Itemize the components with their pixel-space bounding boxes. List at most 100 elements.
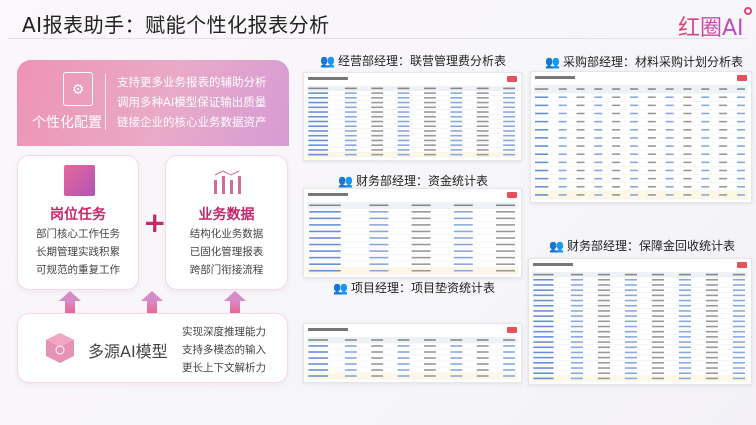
table-cell — [647, 104, 656, 107]
table-cell — [397, 351, 410, 353]
table-cell — [719, 120, 728, 123]
table-cell — [678, 320, 691, 323]
table-cell — [558, 145, 567, 147]
table-cell — [736, 137, 745, 139]
table-cell — [476, 139, 489, 142]
table-cell — [476, 134, 489, 137]
table-cell — [678, 341, 691, 343]
table-cell — [629, 104, 638, 107]
table-cell — [719, 185, 728, 188]
report-table-preview[interactable] — [303, 72, 522, 161]
table-cell — [503, 120, 515, 123]
report-table-preview[interactable] — [303, 188, 522, 278]
table-cell — [683, 112, 692, 115]
table-cell — [424, 125, 436, 128]
table-cell — [424, 111, 436, 113]
table-cell — [369, 217, 389, 220]
table-cell — [308, 87, 329, 90]
personalized-config-banner: ⚙ 个性化配置 支持更多业务报表的辅助分析 调用多种AI模型保证输出质量 链接企… — [17, 60, 289, 146]
table-cell — [344, 375, 357, 377]
table-cell — [371, 111, 384, 113]
table-cell — [736, 120, 745, 123]
table-cell — [344, 345, 357, 347]
table-cell — [411, 256, 431, 259]
table-cell — [533, 346, 554, 349]
table-total-row — [534, 190, 748, 199]
table-cell — [651, 284, 664, 286]
table-cell — [705, 294, 718, 297]
table-cell — [308, 144, 329, 146]
table-cell — [612, 153, 621, 156]
table-cell — [371, 139, 384, 142]
table-cell — [371, 97, 384, 99]
table-cell — [371, 125, 384, 128]
table-cell — [651, 278, 664, 281]
table-cell — [369, 256, 389, 259]
table-cell — [453, 204, 473, 207]
table-cell — [371, 149, 384, 151]
table-cell — [533, 362, 554, 364]
table-cell — [533, 284, 554, 286]
table-cell — [308, 375, 329, 377]
table-cell — [701, 161, 710, 164]
table-cell — [371, 115, 384, 118]
table-cell — [651, 377, 664, 380]
table-cell — [476, 130, 489, 132]
table-cell — [496, 250, 515, 252]
table-cell — [309, 243, 341, 246]
report-table-preview[interactable] — [528, 258, 752, 385]
report-heading: 👥 财务部经理：保障金回收统计表 — [549, 237, 735, 254]
table-cell — [308, 115, 329, 118]
report-table-preview[interactable] — [303, 323, 522, 383]
table-cell — [424, 144, 436, 146]
table-cell — [651, 362, 664, 364]
table-cell — [371, 375, 384, 377]
table-cell — [736, 169, 745, 172]
table-cell — [678, 294, 691, 297]
table-cell — [612, 185, 621, 188]
table-cell — [736, 112, 745, 115]
table-cell — [450, 153, 463, 156]
table-cell — [629, 169, 638, 172]
up-arrow-icon — [59, 291, 81, 313]
table-cell — [369, 224, 389, 226]
table-cell — [624, 341, 637, 343]
table-cell — [476, 369, 489, 371]
table-cell — [597, 325, 610, 328]
card-line: 结构化业务数据 — [189, 228, 264, 240]
table-cell — [397, 144, 410, 146]
table-cell — [612, 120, 621, 123]
table-cell — [705, 372, 718, 375]
table-cell — [629, 177, 638, 180]
table-cell — [597, 377, 610, 380]
banner-divider — [105, 74, 106, 130]
table-cell — [597, 320, 610, 323]
table-cell — [308, 92, 329, 94]
table-cell — [594, 177, 603, 180]
report-table-preview[interactable] — [530, 71, 752, 203]
people-icon: 👥 — [545, 55, 560, 69]
table-cell — [678, 278, 691, 281]
table-cell — [594, 120, 603, 123]
table-cell — [397, 369, 410, 371]
table-cell — [453, 224, 473, 226]
table-cell — [570, 304, 583, 307]
report-heading: 👥 经营部经理：联营管理费分析表 — [320, 52, 506, 69]
table-cell — [397, 134, 410, 137]
table-cell — [344, 144, 357, 146]
table-cell — [594, 194, 603, 196]
table-cell — [594, 185, 603, 188]
table-cell — [665, 96, 674, 99]
table-cell — [369, 211, 389, 213]
banner-line: 链接企业的核心业务数据资产 — [117, 115, 267, 129]
table-cell — [701, 169, 710, 172]
table-cell — [369, 250, 389, 252]
table-cell — [597, 278, 610, 281]
table-cell — [411, 243, 431, 246]
table-cell — [683, 185, 692, 188]
table-cell — [503, 149, 515, 151]
report-heading: 👥 财务部经理：资金统计表 — [338, 172, 488, 189]
table-cell — [496, 256, 515, 259]
table-cell — [533, 315, 554, 317]
table-cell — [397, 345, 410, 347]
